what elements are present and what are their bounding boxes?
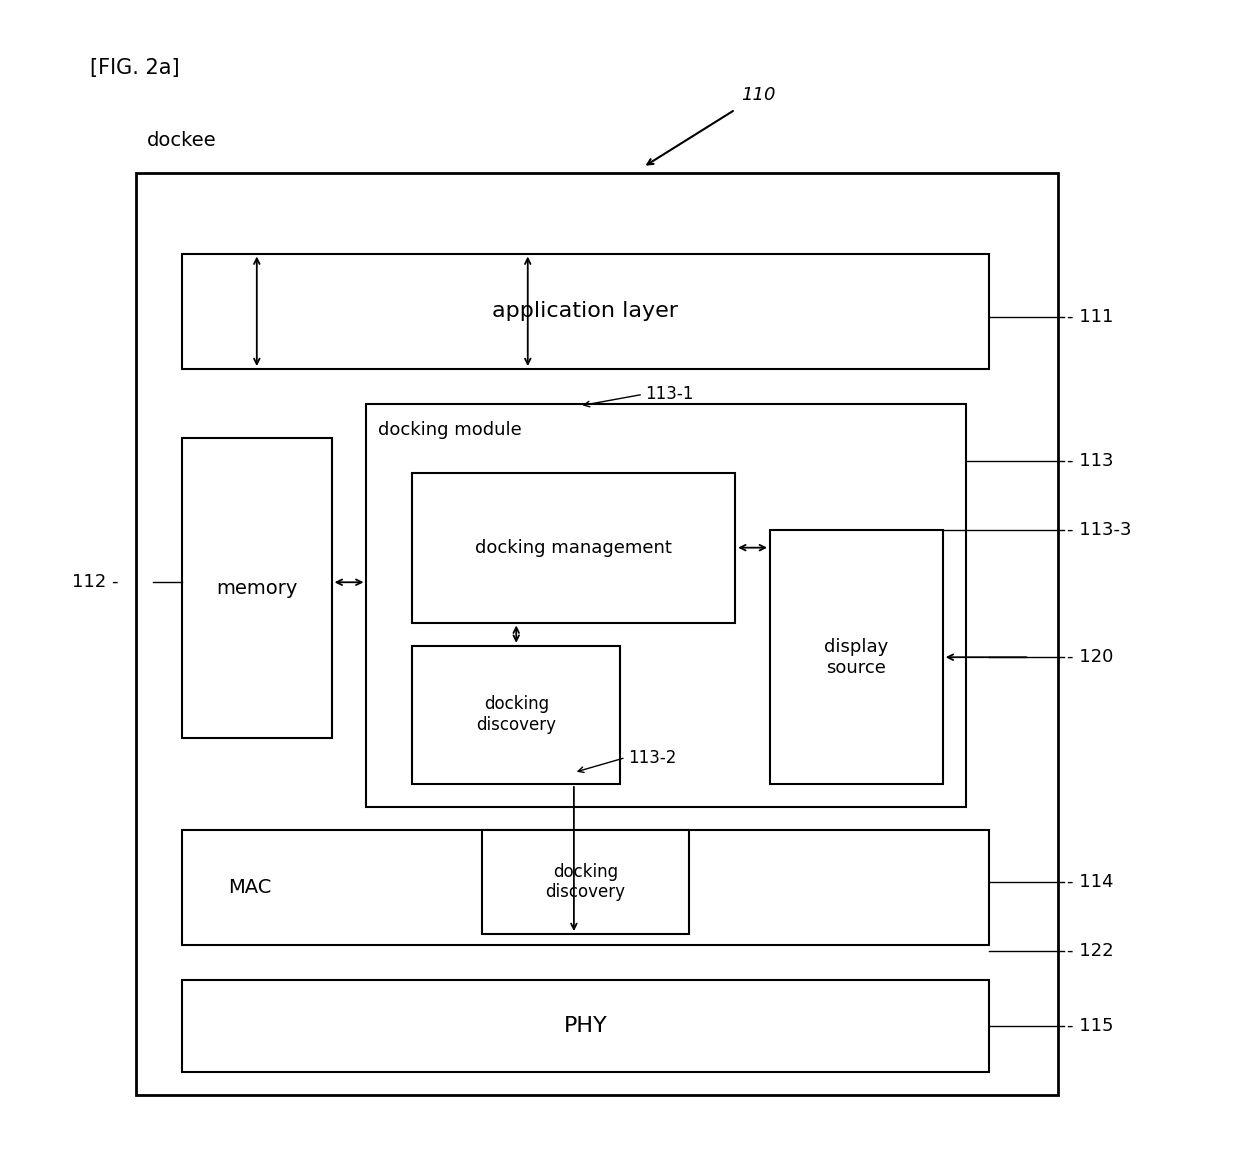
FancyBboxPatch shape <box>770 530 942 784</box>
FancyBboxPatch shape <box>182 830 990 945</box>
FancyBboxPatch shape <box>135 173 1058 1095</box>
Text: - 122: - 122 <box>1068 942 1114 960</box>
Text: dockee: dockee <box>148 131 217 150</box>
Text: - 114: - 114 <box>1068 873 1114 891</box>
Text: 110: 110 <box>742 85 775 104</box>
FancyBboxPatch shape <box>182 254 990 369</box>
FancyBboxPatch shape <box>413 646 620 784</box>
Text: display
source: display source <box>825 638 889 677</box>
Text: memory: memory <box>216 579 298 597</box>
Text: - 113-3: - 113-3 <box>1068 521 1132 540</box>
Text: - 111: - 111 <box>1068 308 1114 326</box>
Text: application layer: application layer <box>492 301 678 322</box>
Text: - 120: - 120 <box>1068 648 1114 666</box>
Text: PHY: PHY <box>563 1016 608 1037</box>
Text: docking module: docking module <box>378 421 522 439</box>
Text: - 113: - 113 <box>1068 452 1114 470</box>
Text: 113-2: 113-2 <box>629 748 677 767</box>
FancyBboxPatch shape <box>182 980 990 1072</box>
Text: 113-1: 113-1 <box>645 385 693 404</box>
FancyBboxPatch shape <box>413 473 735 623</box>
Text: docking
discovery: docking discovery <box>476 695 557 734</box>
Text: MAC: MAC <box>228 879 272 897</box>
Text: - 115: - 115 <box>1068 1017 1114 1035</box>
Text: 112 -: 112 - <box>72 573 119 591</box>
FancyBboxPatch shape <box>182 438 332 738</box>
Text: [FIG. 2a]: [FIG. 2a] <box>89 58 180 77</box>
Text: docking
discovery: docking discovery <box>546 862 625 902</box>
FancyBboxPatch shape <box>366 404 966 807</box>
Text: docking management: docking management <box>475 538 672 557</box>
FancyBboxPatch shape <box>481 830 689 934</box>
